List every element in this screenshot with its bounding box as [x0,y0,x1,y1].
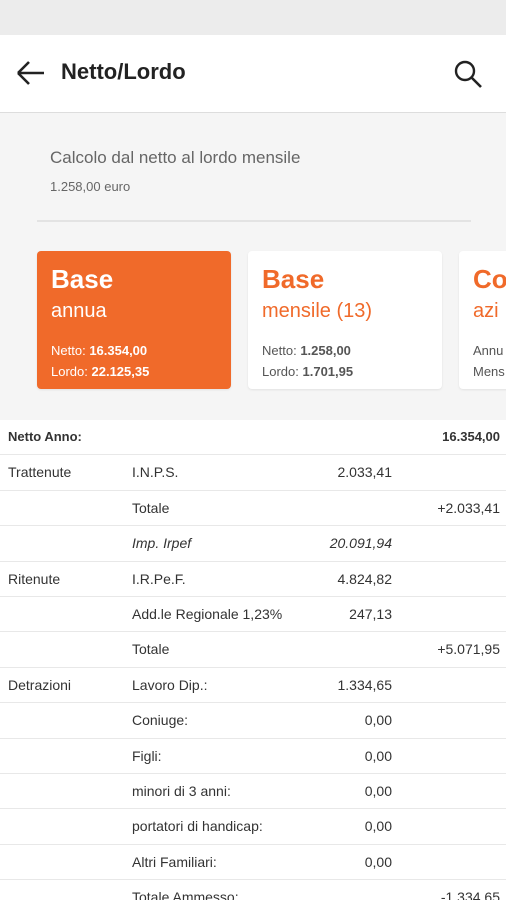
table-row: Coniuge: 0,00 [0,703,506,739]
table-row: Netto Anno: 16.354,00 [0,420,506,456]
cell-item: minori di 3 anni: [132,782,231,799]
lordo-label: Lordo: [262,364,299,379]
cell-amount: 1.334,65 [337,676,393,693]
table-row: Totale +5.071,95 [0,632,506,668]
table-row: portatori di handicap: 0,00 [0,809,506,845]
netto-value: 16.354,00 [89,343,148,358]
page-title: Netto/Lordo [61,59,186,84]
summary-title: Calcolo dal netto al lordo mensile [50,148,301,167]
card-subtitle: mensile (13) [262,300,373,322]
cell-item: Add.le Regionale 1,23% [132,605,283,622]
lordo-line: Mens [473,364,505,379]
netto-label: Netto: [262,343,297,358]
table-row: Imp. Irpef 20.091,94 [0,526,506,562]
card-title: Base [51,264,114,294]
netto-line: Netto: 16.354,00 [51,343,147,358]
cell-amount: 0,00 [364,747,392,764]
card[interactable]: Base annua Netto: 16.354,00 Lordo: 22.125,3… [37,251,231,389]
netto-value: 1.258,00 [300,343,351,358]
table-row: Totale +2.033,41 [0,491,506,527]
cell-amount: 0,00 [364,853,392,870]
table-row: Figli: 0,00 [0,739,506,774]
app-bar: Netto/Lordo [0,35,506,113]
summary-amount: 1.258,00 euro [50,179,131,194]
table-row: Add.le Regionale 1,23% 247,13 [0,597,506,633]
cell-amount: 247,13 [349,605,392,622]
lordo-line: Lordo: 22.125,35 [51,364,149,379]
cell-item: portatori di handicap: [132,818,263,835]
table: Netto Anno: 16.354,00 Trattenute I.N.P.S. 2.… [0,420,506,900]
cell-group: Netto Anno: [8,429,82,444]
table-row: minori di 3 anni: 0,00 [0,774,506,810]
search-button[interactable] [452,58,484,90]
lordo-value: 22.125,35 [91,364,150,379]
netto-label: Annu [473,343,504,358]
cell-item: Totale [132,641,170,658]
cell-amount: 0,00 [364,782,392,799]
cell-amount: 0,00 [364,712,392,729]
cell-item: I.R.Pe.F. [132,570,186,587]
cell-item: Altri Familiari: [132,853,217,870]
lordo-label: Mens [473,364,505,379]
netto-line: Netto: 1.258,00 [262,343,351,358]
cell-amount: 2.033,41 [337,464,393,481]
table-row: Totale Ammesso: -1.334,65 [0,880,506,900]
card-title: Co [473,264,506,294]
cell-total: +5.071,95 [437,641,500,658]
cell-item: Imp. Irpef [132,535,192,552]
table-row: Ritenute I.R.Pe.F. 4.824,82 [0,562,506,597]
cell-item: Coniuge: [132,712,189,729]
cell-group: Trattenute [8,464,72,481]
cell-total: 16.354,00 [442,429,500,444]
cell-group: Detrazioni [8,676,72,693]
netto-line: Annu [473,343,503,358]
cell-group: Ritenute [8,570,61,587]
card[interactable]: Base mensile (13) Netto: 1.258,00 Lordo: 1.… [248,251,442,389]
table-row: Detrazioni Lavoro Dip.: 1.334,65 [0,668,506,704]
cell-item: Lavoro Dip.: [132,676,208,693]
netto-label: Netto: [51,343,86,358]
cell-total: -1.334,65 [440,889,500,900]
cell-item: Totale Ammesso: [132,889,239,900]
table-row: Trattenute I.N.P.S. 2.033,41 [0,455,506,491]
divider [37,220,471,222]
lordo-value: 1.701,95 [302,364,354,379]
card-subtitle: annua [51,300,107,322]
cell-amount: 4.824,82 [337,570,393,587]
card[interactable]: Co azi Annu Mens [459,251,506,389]
cell-item: Totale [132,499,170,516]
cell-item: Figli: [132,747,162,764]
table-row: Altri Familiari: 0,00 [0,845,506,881]
card-subtitle: azi [473,300,499,322]
back-button[interactable] [14,57,48,89]
status-bar [0,0,506,35]
cell-amount: 0,00 [364,818,392,835]
card-title: Base [262,264,325,294]
lordo-label: Lordo: [51,364,88,379]
cell-total: +2.033,41 [437,499,500,516]
lordo-line: Lordo: 1.701,95 [262,364,353,379]
cell-amount: 20.091,94 [329,535,392,552]
cell-item: I.N.P.S. [132,464,179,481]
